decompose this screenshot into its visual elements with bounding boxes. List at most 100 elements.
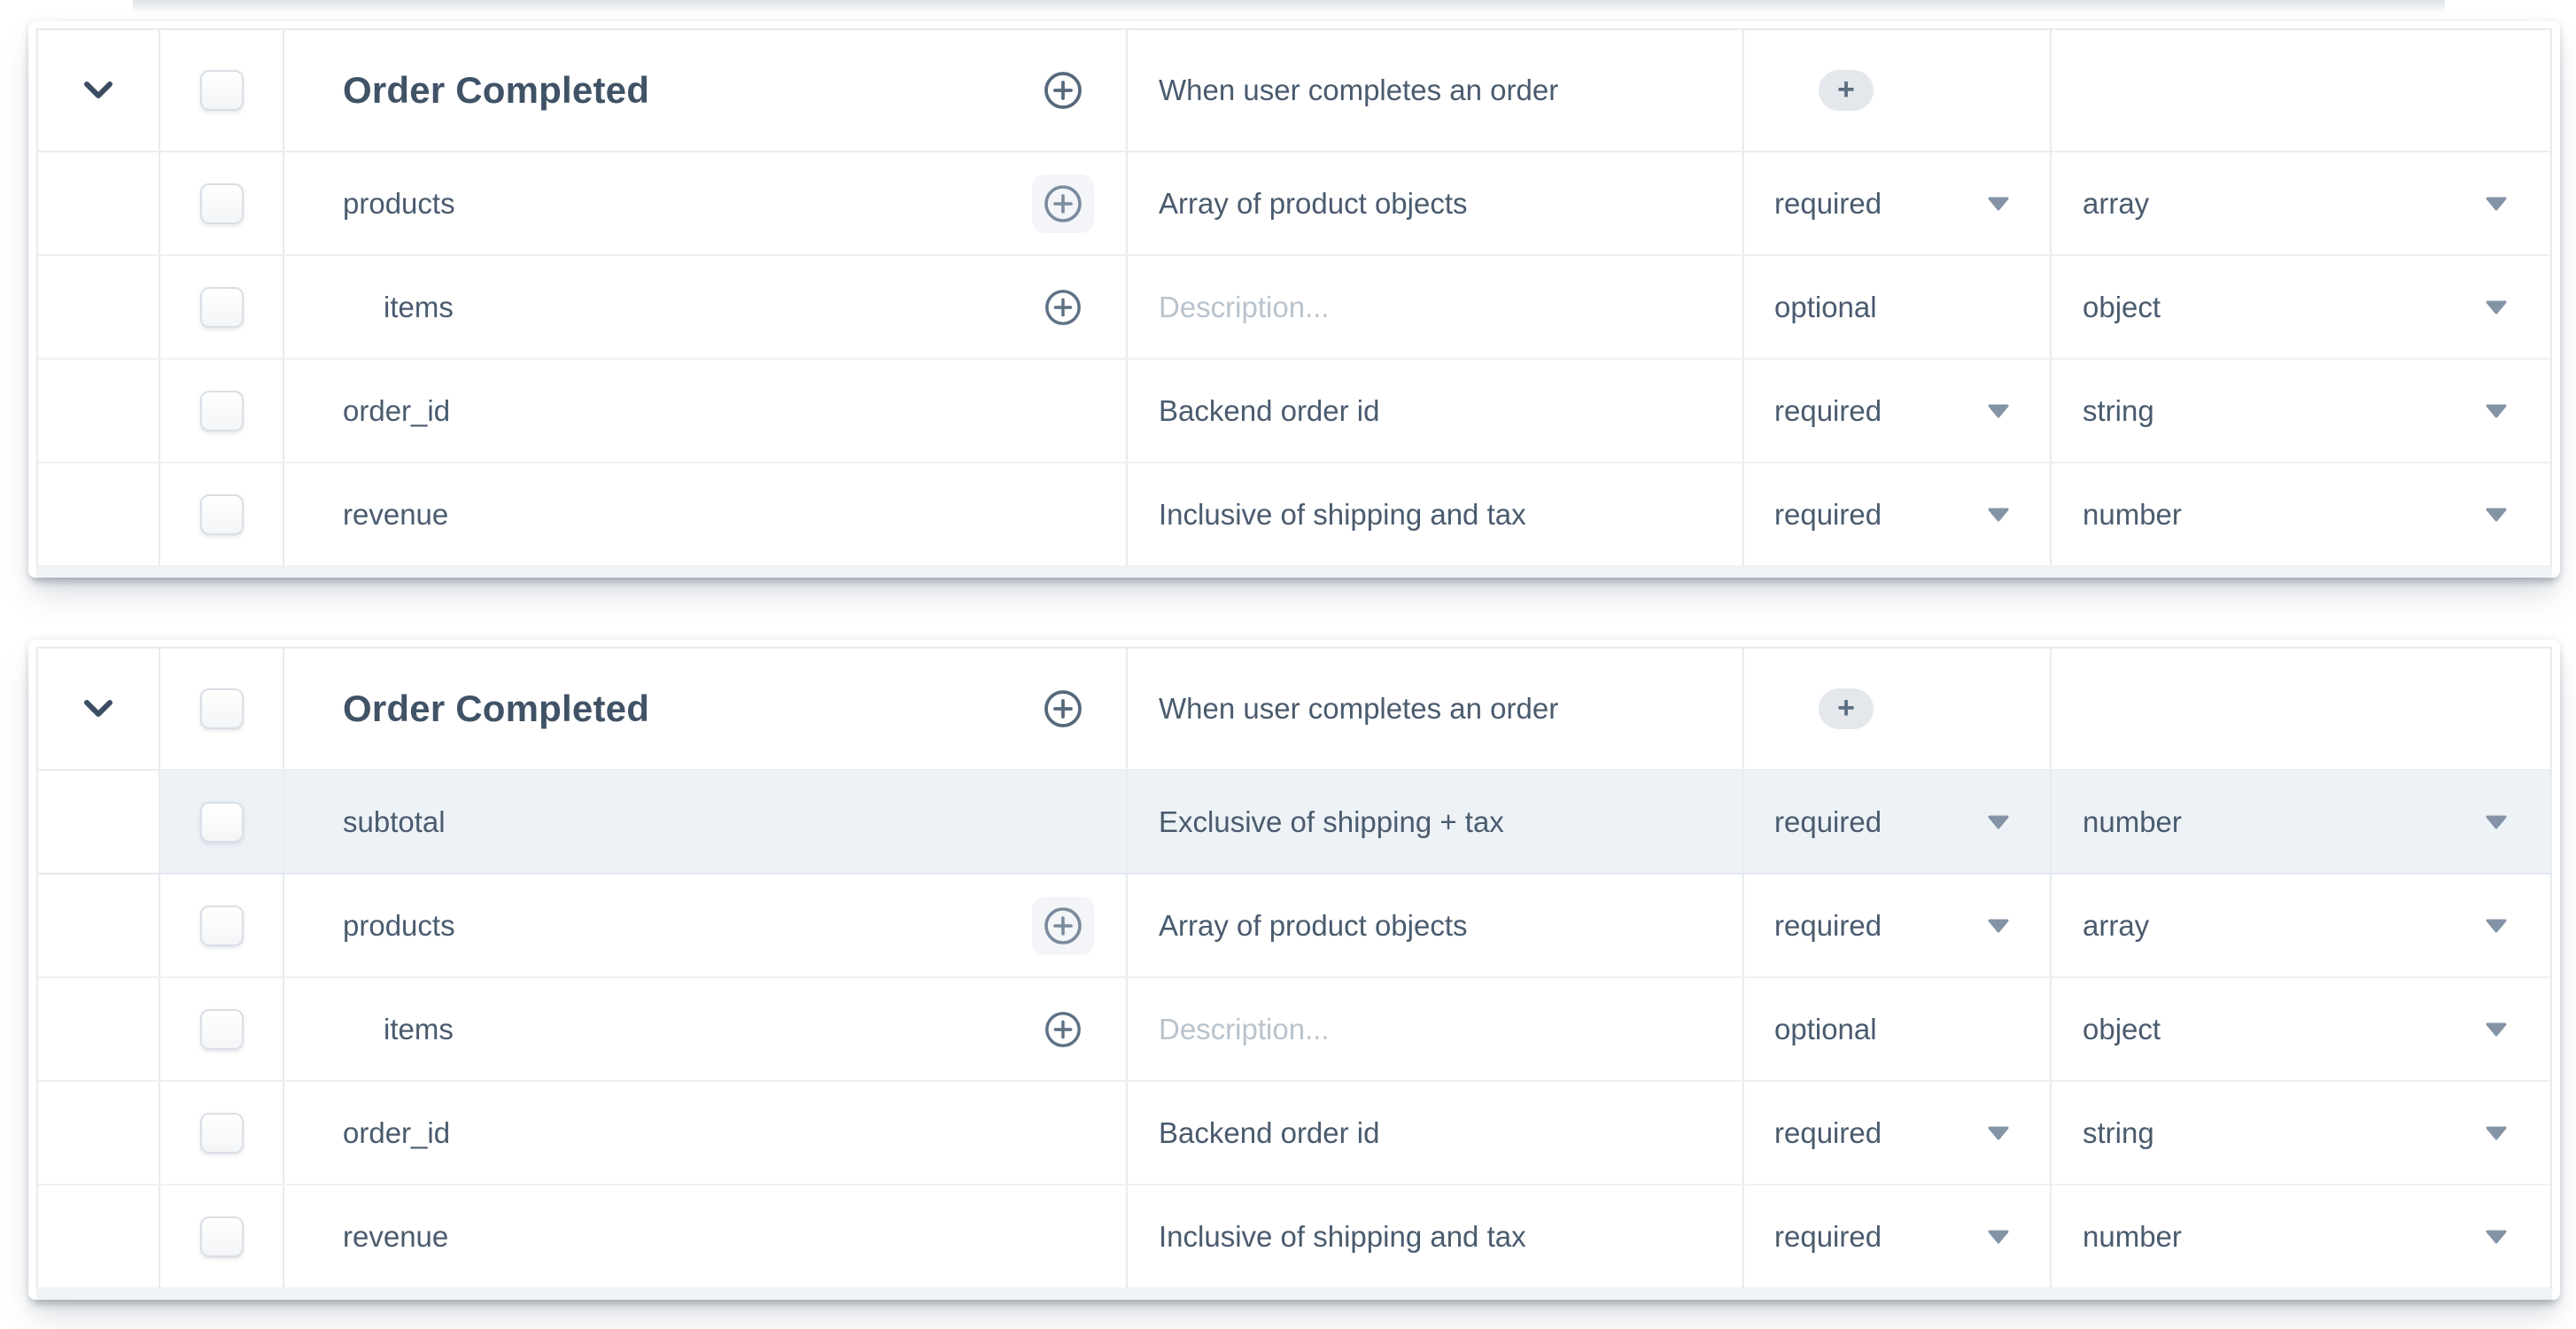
description-placeholder[interactable]: Description... <box>1159 290 1330 323</box>
property-name[interactable]: items <box>384 1012 454 1045</box>
checkbox-cell <box>160 256 284 358</box>
required-value: optional <box>1774 1012 1877 1045</box>
required-dropdown[interactable]: required <box>1774 187 2010 221</box>
event-required-cell: + <box>1744 649 2052 769</box>
type-dropdown[interactable]: number <box>2083 805 2508 839</box>
property-name-cell: revenue <box>284 1185 1128 1287</box>
property-name[interactable]: revenue <box>343 1219 449 1253</box>
type-dropdown[interactable]: array <box>2083 909 2508 943</box>
required-value: required <box>1774 1219 1882 1253</box>
property-description[interactable]: Backend order id <box>1159 393 1380 427</box>
type-value: object <box>2083 1012 2161 1045</box>
type-dropdown-cell: string <box>2052 360 2550 462</box>
property-name-cell: revenue <box>284 463 1128 565</box>
required-dropdown[interactable]: required <box>1774 1220 2010 1254</box>
add-nested-property-button[interactable] <box>1032 1000 1094 1059</box>
required-dropdown[interactable]: required <box>1774 498 2010 532</box>
type-dropdown[interactable]: string <box>2083 394 2508 428</box>
plus-icon: + <box>1837 691 1855 725</box>
event-card-order-completed-1: Order Completed When user completes an o… <box>28 21 2560 578</box>
row-checkbox[interactable] <box>199 801 244 843</box>
collapse-cell <box>38 1082 160 1184</box>
property-description[interactable]: Exclusive of shipping + tax <box>1159 804 1504 838</box>
add-property-button[interactable] <box>1032 61 1094 120</box>
required-dropdown[interactable]: optional <box>1774 291 2010 324</box>
property-description-cell: Array of product objects <box>1128 152 1744 254</box>
caret-down-icon <box>1988 1126 2009 1139</box>
property-name[interactable]: products <box>343 186 455 220</box>
property-name[interactable]: subtotal <box>343 804 446 838</box>
type-dropdown[interactable]: string <box>2083 1116 2508 1150</box>
property-description[interactable]: Inclusive of shipping and tax <box>1159 497 1526 531</box>
required-dropdown[interactable]: required <box>1774 1116 2010 1150</box>
event-name[interactable]: Order Completed <box>343 69 650 111</box>
type-dropdown[interactable]: array <box>2083 187 2508 221</box>
type-dropdown[interactable]: object <box>2083 1013 2508 1046</box>
event-checkbox[interactable] <box>199 688 244 729</box>
checkbox-cell <box>160 152 284 254</box>
row-checkbox[interactable] <box>199 1008 244 1050</box>
caret-down-icon <box>1988 919 2009 932</box>
required-dropdown-cell: optional <box>1744 256 2052 358</box>
caret-down-icon <box>2486 815 2507 828</box>
event-description[interactable]: When user completes an order <box>1159 692 1559 725</box>
property-description-cell: Array of product objects <box>1128 874 1744 976</box>
required-value: required <box>1774 497 1882 531</box>
collapse-cell <box>38 152 160 254</box>
add-pill-button[interactable]: + <box>1819 688 1874 729</box>
property-description[interactable]: Backend order id <box>1159 1115 1380 1149</box>
type-value: number <box>2083 804 2182 838</box>
add-property-button[interactable] <box>1032 680 1094 738</box>
add-nested-property-button[interactable] <box>1032 278 1094 337</box>
add-nested-property-button[interactable] <box>1032 896 1094 955</box>
property-description[interactable]: Array of product objects <box>1159 186 1468 220</box>
row-checkbox[interactable] <box>199 1216 244 1257</box>
type-dropdown[interactable]: number <box>2083 498 2508 532</box>
type-dropdown-cell: object <box>2052 978 2550 1080</box>
type-dropdown-cell: number <box>2052 771 2550 873</box>
property-row-products: products Array of product objects requir… <box>38 874 2550 978</box>
property-name[interactable]: order_id <box>343 393 451 427</box>
required-dropdown-cell: optional <box>1744 978 2052 1080</box>
required-dropdown[interactable]: optional <box>1774 1013 2010 1046</box>
property-description[interactable]: Inclusive of shipping and tax <box>1159 1219 1526 1253</box>
property-name[interactable]: order_id <box>343 1115 451 1149</box>
property-description-cell: Backend order id <box>1128 1082 1744 1184</box>
add-pill-button[interactable]: + <box>1819 70 1874 111</box>
event-name[interactable]: Order Completed <box>343 688 650 729</box>
row-checkbox[interactable] <box>199 494 244 535</box>
property-name[interactable]: products <box>343 908 455 942</box>
property-name-cell: products <box>284 874 1128 976</box>
checkbox-cell <box>160 1082 284 1184</box>
property-description[interactable]: Array of product objects <box>1159 908 1468 942</box>
row-checkbox[interactable] <box>199 390 244 431</box>
event-checkbox[interactable] <box>199 70 244 111</box>
description-placeholder[interactable]: Description... <box>1159 1012 1330 1045</box>
required-dropdown[interactable]: required <box>1774 394 2010 428</box>
required-dropdown-cell: required <box>1744 463 2052 565</box>
chevron-down-icon[interactable] <box>83 699 113 719</box>
row-checkbox[interactable] <box>199 1112 244 1154</box>
chevron-down-icon[interactable] <box>83 81 113 100</box>
property-name[interactable]: revenue <box>343 497 449 531</box>
collapse-cell <box>38 978 160 1080</box>
type-dropdown[interactable]: object <box>2083 291 2508 324</box>
required-dropdown[interactable]: required <box>1774 909 2010 943</box>
collapse-cell <box>38 771 160 873</box>
row-checkbox[interactable] <box>199 183 244 224</box>
checkbox-cell <box>160 360 284 462</box>
property-name[interactable]: items <box>384 290 454 323</box>
type-dropdown[interactable]: number <box>2083 1220 2508 1254</box>
add-nested-property-button[interactable] <box>1032 174 1094 233</box>
table-bottom-edge <box>36 567 2552 578</box>
row-checkbox[interactable] <box>199 905 244 946</box>
event-description[interactable]: When user completes an order <box>1159 74 1559 106</box>
required-value: required <box>1774 393 1882 427</box>
row-checkbox[interactable] <box>199 286 244 328</box>
event-name-cell: Order Completed <box>284 30 1128 151</box>
required-dropdown-cell: required <box>1744 874 2052 976</box>
circle-plus-icon <box>1045 289 1081 325</box>
property-name-cell: subtotal <box>284 771 1128 873</box>
required-dropdown[interactable]: required <box>1774 805 2010 839</box>
circle-plus-icon <box>1044 690 1082 727</box>
